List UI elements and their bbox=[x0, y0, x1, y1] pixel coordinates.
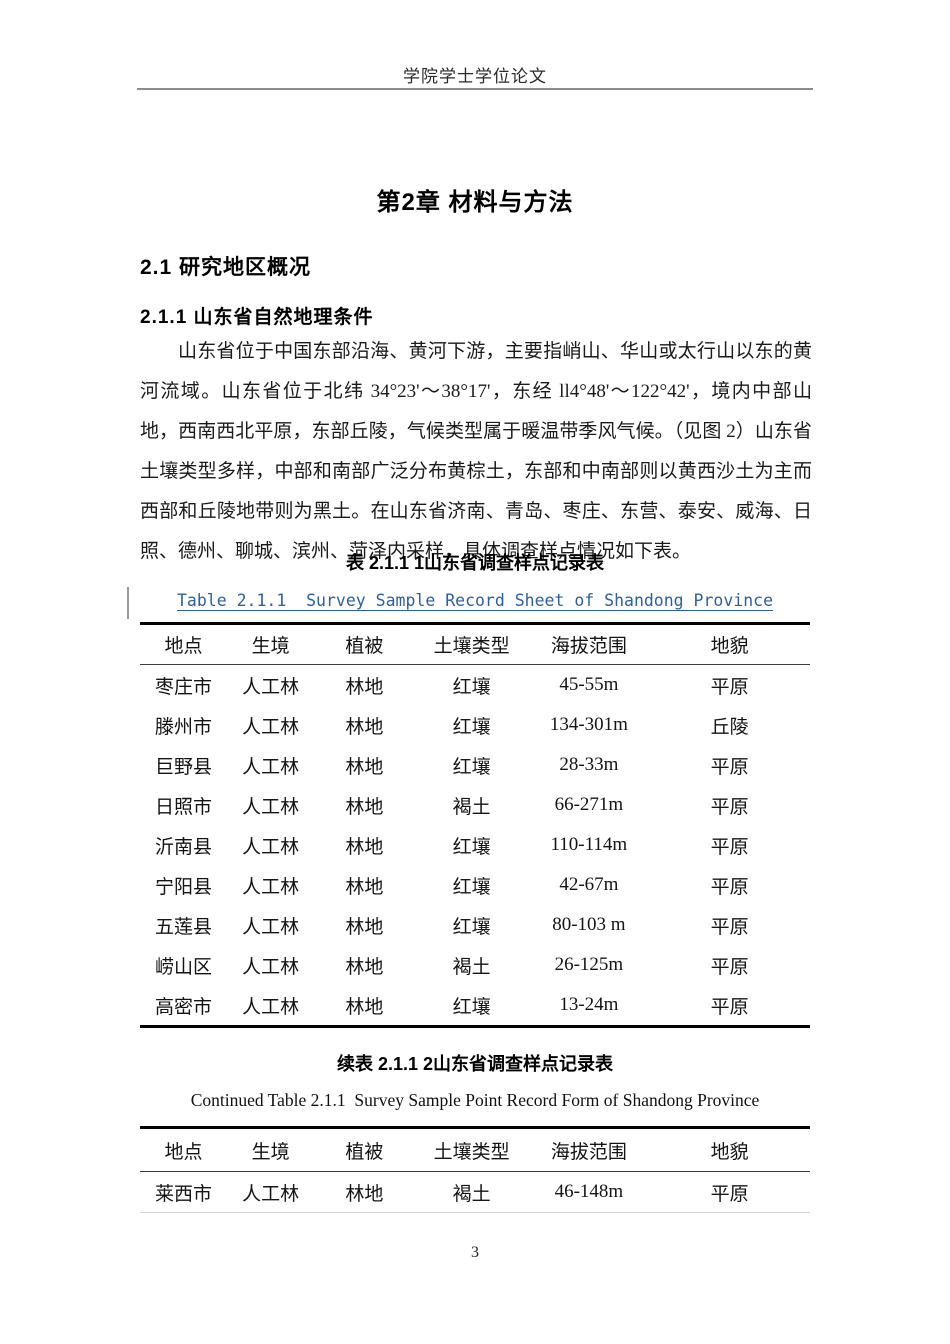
cell-soil-type: 褐土 bbox=[452, 956, 491, 978]
cell-soil-type: 红壤 bbox=[452, 876, 491, 898]
cell-location: 崂山区 bbox=[155, 956, 213, 978]
cell-altitude-range: 13-24m bbox=[559, 994, 619, 1015]
table-row: 日照市 人工林 林地 褐土 66-271m 平原 bbox=[140, 785, 810, 825]
cell-habitat: 人工林 bbox=[242, 716, 300, 738]
col-header-soil-type: 土壤类型 bbox=[414, 623, 529, 665]
table-row: 五莲县 人工林 林地 红壤 80-103 m 平原 bbox=[140, 905, 810, 945]
col-header-landform: 地貌 bbox=[649, 623, 810, 665]
cell-vegetation: 林地 bbox=[345, 876, 384, 898]
cell-altitude-range: 46-148m bbox=[554, 1181, 624, 1202]
survey-sample-table-1: 地点 生境 植被 土壤类型 海拔范围 地貌 枣庄市 人工林 林地 红壤 45-5… bbox=[140, 622, 810, 1028]
col-header-altitude-range: 海拔范围 bbox=[528, 1127, 650, 1172]
cell-vegetation: 林地 bbox=[345, 676, 384, 698]
cell-landform: 平原 bbox=[710, 916, 749, 938]
cell-habitat: 人工林 bbox=[242, 756, 300, 778]
cell-vegetation: 林地 bbox=[345, 796, 384, 818]
cell-landform: 平原 bbox=[710, 996, 749, 1018]
cell-landform: 平原 bbox=[710, 1183, 749, 1205]
cell-landform: 平原 bbox=[710, 756, 749, 778]
cell-altitude-range: 80-103 m bbox=[552, 914, 626, 935]
cell-soil-type: 红壤 bbox=[452, 676, 491, 698]
cell-habitat: 人工林 bbox=[242, 956, 300, 978]
col-header-location: 地点 bbox=[140, 1127, 228, 1172]
cell-soil-type: 红壤 bbox=[452, 716, 491, 738]
table-row: 高密市 人工林 林地 红壤 13-24m 平原 bbox=[140, 985, 810, 1027]
cell-landform: 平原 bbox=[710, 836, 749, 858]
cell-vegetation: 林地 bbox=[345, 956, 384, 978]
cell-vegetation: 林地 bbox=[345, 916, 384, 938]
revision-change-bar bbox=[127, 587, 129, 619]
cell-landform: 平原 bbox=[710, 676, 749, 698]
cell-landform: 平原 bbox=[710, 956, 749, 978]
cell-soil-type: 褐土 bbox=[452, 796, 491, 818]
cell-vegetation: 林地 bbox=[345, 996, 384, 1018]
table-row: 巨野县 人工林 林地 红壤 28-33m 平原 bbox=[140, 745, 810, 785]
section-heading: 2.1 研究地区概况 bbox=[140, 256, 312, 279]
header-rule bbox=[137, 88, 813, 90]
cell-altitude-range: 28-33m bbox=[559, 754, 619, 775]
col-header-vegetation: 植被 bbox=[314, 1127, 415, 1172]
cell-habitat: 人工林 bbox=[242, 916, 300, 938]
survey-sample-table-2-continued: 地点 生境 植被 土壤类型 海拔范围 地貌 莱西市 人工林 林地 褐土 46-1… bbox=[140, 1126, 810, 1213]
cell-soil-type: 红壤 bbox=[452, 996, 491, 1018]
cell-location: 莱西市 bbox=[155, 1183, 213, 1205]
cell-vegetation: 林地 bbox=[345, 716, 384, 738]
cell-altitude-range: 45-55m bbox=[559, 674, 619, 695]
cell-habitat: 人工林 bbox=[242, 1183, 300, 1205]
table-row: 宁阳县 人工林 林地 红壤 42-67m 平原 bbox=[140, 865, 810, 905]
table-row: 枣庄市 人工林 林地 红壤 45-55m 平原 bbox=[140, 665, 810, 706]
cell-location: 高密市 bbox=[155, 996, 213, 1018]
cell-altitude-range: 134-301m bbox=[549, 714, 628, 735]
cell-location: 沂南县 bbox=[155, 836, 213, 858]
cell-soil-type: 红壤 bbox=[452, 836, 491, 858]
cell-location: 日照市 bbox=[155, 796, 213, 818]
cell-location: 五莲县 bbox=[155, 916, 213, 938]
cell-altitude-range: 110-114m bbox=[550, 834, 628, 855]
cell-vegetation: 林地 bbox=[345, 836, 384, 858]
cell-landform: 丘陵 bbox=[710, 716, 749, 738]
cell-altitude-range: 26-125m bbox=[554, 954, 624, 975]
cell-habitat: 人工林 bbox=[242, 836, 300, 858]
col-header-habitat: 生境 bbox=[227, 1127, 315, 1172]
table2-caption-cn: 续表 2.1.1 2山东省调查样点记录表 bbox=[336, 1054, 614, 1074]
cell-soil-type: 红壤 bbox=[452, 916, 491, 938]
table1-caption-en-link[interactable]: Table 2.1.1 Survey Sample Record Sheet o… bbox=[176, 591, 774, 610]
subsection-heading: 2.1.1 山东省自然地理条件 bbox=[140, 307, 374, 328]
cell-landform: 平原 bbox=[710, 876, 749, 898]
table-row: 滕州市 人工林 林地 红壤 134-301m 丘陵 bbox=[140, 705, 810, 745]
col-header-altitude-range: 海拔范围 bbox=[528, 623, 650, 665]
cell-soil-type: 红壤 bbox=[452, 756, 491, 778]
table1-caption-cn: 表 2.1.1 1山东省调查样点记录表 bbox=[345, 553, 605, 573]
cell-location: 滕州市 bbox=[155, 716, 213, 738]
cell-habitat: 人工林 bbox=[242, 676, 300, 698]
cell-vegetation: 林地 bbox=[345, 1183, 384, 1205]
cell-habitat: 人工林 bbox=[242, 876, 300, 898]
col-header-soil-type: 土壤类型 bbox=[414, 1127, 529, 1172]
cell-vegetation: 林地 bbox=[345, 756, 384, 778]
cell-altitude-range: 42-67m bbox=[559, 874, 619, 895]
col-header-habitat: 生境 bbox=[227, 623, 315, 665]
col-header-vegetation: 植被 bbox=[314, 623, 415, 665]
cell-altitude-range: 66-271m bbox=[554, 794, 624, 815]
cell-location: 枣庄市 bbox=[155, 676, 213, 698]
cell-location: 宁阳县 bbox=[155, 876, 213, 898]
cell-location: 巨野县 bbox=[155, 756, 213, 778]
table-row: 沂南县 人工林 林地 红壤 110-114m 平原 bbox=[140, 825, 810, 865]
cell-landform: 平原 bbox=[710, 796, 749, 818]
table2-caption-en: Continued Table 2.1.1 Survey Sample Poin… bbox=[190, 1090, 760, 1110]
col-header-location: 地点 bbox=[140, 623, 228, 665]
running-header: 学院学士学位论文 bbox=[403, 67, 547, 86]
cell-habitat: 人工林 bbox=[242, 796, 300, 818]
table-row: 崂山区 人工林 林地 褐土 26-125m 平原 bbox=[140, 945, 810, 985]
cell-habitat: 人工林 bbox=[242, 996, 300, 1018]
table1-header-row: 地点 生境 植被 土壤类型 海拔范围 地貌 bbox=[140, 623, 810, 665]
chapter-heading: 第2章 材料与方法 bbox=[376, 189, 574, 216]
table2-header-row: 地点 生境 植被 土壤类型 海拔范围 地貌 bbox=[140, 1127, 810, 1172]
col-header-landform: 地貌 bbox=[649, 1127, 810, 1172]
body-paragraph: 山东省位于中国东部沿海、黄河下游，主要指峭山、华山或太行山以东的黄河流域。山东省… bbox=[140, 341, 812, 562]
table-row: 莱西市 人工林 林地 褐土 46-148m 平原 bbox=[140, 1172, 810, 1213]
cell-soil-type: 褐土 bbox=[452, 1183, 491, 1205]
page-number: 3 bbox=[471, 1244, 479, 1261]
